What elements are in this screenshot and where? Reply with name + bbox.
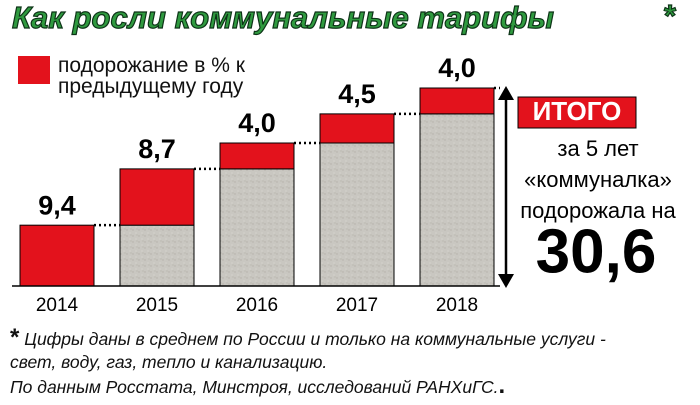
- base-bar: [119, 224, 195, 287]
- total-text: за 5 лет: [557, 136, 638, 161]
- bar: [19, 224, 95, 287]
- total-value: 30,6: [536, 217, 657, 286]
- legend-swatch: [18, 56, 50, 84]
- footnote: * Цифры даны в среднем по России и тольк…: [10, 326, 700, 399]
- bar: [219, 142, 295, 170]
- bar: [419, 87, 495, 115]
- value-label: 4,0: [238, 108, 276, 138]
- base-bar: [419, 113, 495, 287]
- total-badge-text: ИТОГО: [533, 96, 622, 126]
- value-label: 9,4: [38, 190, 76, 220]
- total-text: подорожала на: [520, 198, 676, 223]
- x-tick-label: 2017: [336, 295, 378, 316]
- base-bar: [319, 142, 395, 287]
- footnote-mark: *: [10, 324, 20, 351]
- x-tick-label: 2016: [236, 295, 278, 316]
- bar: [119, 168, 195, 226]
- total-text: «коммуналка»: [524, 167, 672, 192]
- value-label: 4,0: [438, 53, 476, 83]
- x-tick-label: 2018: [436, 295, 478, 316]
- value-label: 8,7: [138, 134, 176, 164]
- footnote-line: свет, воду, газ, тепло и канализацию.: [10, 352, 328, 372]
- footnote-line: Цифры даны в среднем по России и только …: [24, 329, 606, 349]
- legend-label: подорожание в % к предыдущему году: [58, 54, 245, 98]
- footnote-end: .: [498, 372, 506, 399]
- chart-title: Как росли коммунальные тарифы: [12, 0, 554, 35]
- base-bar: [219, 168, 295, 287]
- bar: [319, 113, 395, 144]
- x-tick-label: 2014: [36, 295, 79, 316]
- value-label: 4,5: [338, 79, 376, 109]
- total-badge: [517, 96, 637, 129]
- x-tick-label: 2015: [136, 295, 178, 316]
- footnote-line: По данным Росстата, Минстроя, исследован…: [10, 377, 499, 397]
- title-mark: *: [664, 0, 677, 33]
